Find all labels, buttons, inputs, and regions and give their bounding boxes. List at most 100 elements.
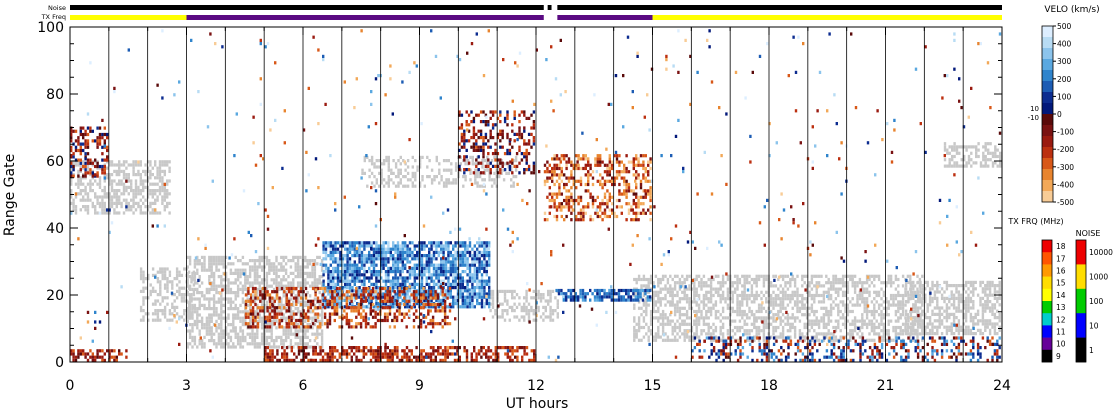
scatter-cell bbox=[889, 338, 893, 342]
data-cells bbox=[70, 29, 1002, 362]
scatter-cell bbox=[384, 276, 388, 280]
scatter-cell bbox=[459, 254, 462, 258]
scatter-cell bbox=[442, 159, 446, 163]
scatter-cell bbox=[707, 306, 710, 310]
scatter-cell bbox=[275, 268, 278, 272]
scatter-cell bbox=[478, 295, 481, 299]
scatter-cell bbox=[530, 309, 533, 313]
scatter-cell bbox=[955, 145, 959, 149]
scatter-cell bbox=[334, 241, 337, 245]
scatter-cell bbox=[841, 300, 845, 304]
scatter-cell bbox=[425, 282, 428, 286]
scatter-cell bbox=[960, 309, 963, 313]
scatter-cell bbox=[979, 280, 982, 284]
scatter-cell bbox=[210, 313, 213, 317]
scatter-cell bbox=[118, 198, 121, 202]
scatter-cell bbox=[671, 293, 674, 298]
scatter-cell bbox=[306, 323, 309, 327]
scatter-cell bbox=[837, 306, 840, 310]
scatter-cell bbox=[142, 318, 145, 322]
scatter-cell bbox=[344, 305, 347, 309]
scatter-cell bbox=[897, 319, 900, 323]
scatter-cell bbox=[501, 302, 504, 306]
scatter-cell bbox=[461, 295, 464, 299]
scatter-cell bbox=[733, 332, 737, 336]
scatter-cell bbox=[296, 329, 300, 333]
scatter-cell bbox=[224, 284, 228, 288]
scatter-cell bbox=[998, 303, 1001, 307]
scatter-cell bbox=[382, 254, 385, 258]
scatter-cell bbox=[175, 273, 179, 277]
scatter-cell bbox=[84, 205, 87, 209]
scatter-cell bbox=[996, 164, 999, 168]
scatter-cell bbox=[858, 290, 862, 294]
scatter-cell bbox=[774, 313, 778, 317]
scatter-cell bbox=[390, 171, 393, 175]
scatter-cell bbox=[889, 293, 893, 298]
scatter-cell bbox=[841, 293, 845, 298]
scatter-cell bbox=[239, 319, 242, 323]
scatter-cell bbox=[156, 182, 159, 186]
scatter-cell bbox=[272, 345, 276, 349]
scatter-cell bbox=[413, 254, 416, 258]
scatter-cell bbox=[928, 316, 932, 320]
scatter-cell bbox=[368, 244, 371, 248]
scatter-cell bbox=[425, 292, 428, 296]
scatter-cell bbox=[130, 189, 133, 193]
scatter-cell bbox=[370, 282, 373, 286]
scatter-cell bbox=[425, 254, 428, 258]
scatter-cell bbox=[428, 250, 431, 254]
scatter-cell bbox=[906, 329, 910, 333]
scatter-cell bbox=[118, 211, 121, 215]
scatter-cell bbox=[681, 306, 684, 310]
scatter-cell bbox=[175, 312, 179, 316]
scatter-cell bbox=[401, 244, 404, 248]
scatter-cell bbox=[707, 290, 710, 294]
scatter-cell bbox=[449, 305, 452, 309]
scatter-cell bbox=[318, 281, 321, 285]
scatter-cell bbox=[633, 338, 636, 342]
scatter-cell bbox=[311, 319, 314, 323]
scatter-cell bbox=[394, 286, 397, 290]
scatter-cell bbox=[481, 165, 484, 169]
scatter-cell bbox=[260, 300, 264, 304]
scatter-cell bbox=[827, 319, 830, 323]
scatter-cell bbox=[894, 332, 898, 336]
scatter-cell bbox=[745, 316, 749, 320]
scatter-cell bbox=[868, 332, 871, 336]
scatter-cell bbox=[401, 276, 404, 280]
scatter-cell bbox=[220, 335, 223, 339]
scatter-cell bbox=[368, 302, 371, 306]
scatter-cell bbox=[501, 315, 504, 319]
scatter-cell bbox=[899, 329, 902, 333]
scatter-cell bbox=[786, 281, 790, 285]
scatter-cell bbox=[483, 244, 486, 248]
scatter-cell bbox=[332, 241, 335, 245]
scatter-cell bbox=[346, 260, 349, 264]
scatter-cell bbox=[256, 265, 259, 269]
scatter-cell bbox=[408, 273, 412, 277]
scatter-cell bbox=[877, 306, 881, 310]
scatter-cell bbox=[753, 325, 756, 330]
scatter-cell bbox=[346, 257, 349, 261]
scatter-cell bbox=[899, 325, 902, 330]
scatter-cell bbox=[244, 335, 247, 339]
scatter-cell bbox=[96, 182, 99, 186]
scatter-cell bbox=[688, 274, 691, 278]
scatter-cell bbox=[156, 176, 159, 180]
scatter-cell bbox=[853, 316, 857, 320]
scatter-cell bbox=[234, 255, 237, 259]
scatter-cell bbox=[79, 208, 82, 212]
scatter-cell bbox=[161, 299, 164, 303]
scatter-cell bbox=[220, 316, 223, 320]
scatter-cell bbox=[772, 329, 775, 333]
scatter-cell bbox=[707, 332, 710, 336]
scatter-cell bbox=[741, 290, 744, 294]
scatter-cell bbox=[396, 286, 400, 290]
scatter-cell bbox=[760, 274, 763, 278]
scatter-cell bbox=[801, 274, 804, 278]
scatter-cell bbox=[714, 274, 718, 278]
scatter-cell bbox=[316, 342, 319, 346]
scatter-cell bbox=[762, 293, 766, 298]
scatter-cell bbox=[844, 306, 847, 310]
